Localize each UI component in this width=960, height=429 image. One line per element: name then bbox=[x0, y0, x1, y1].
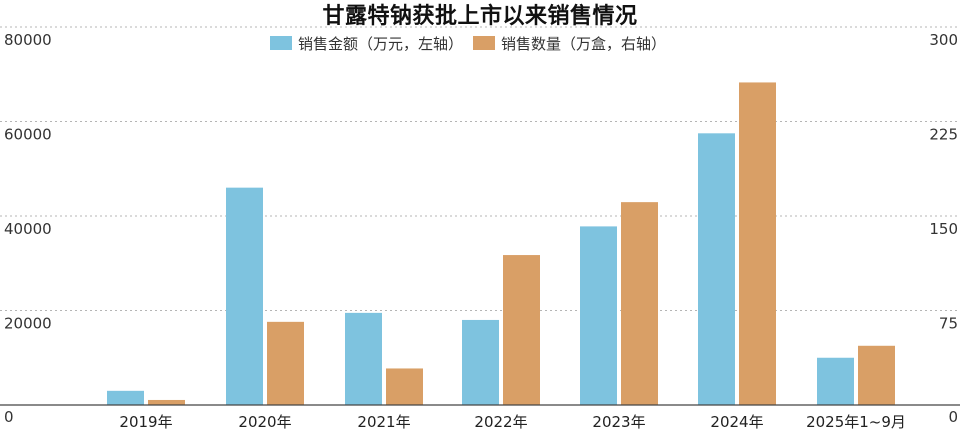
bar-sales-quantity bbox=[148, 399, 185, 405]
bar-sales-amount bbox=[817, 357, 854, 405]
x-axis-tick-label: 2023年 bbox=[592, 413, 645, 429]
x-axis-tick-label: 2025年1~9月 bbox=[806, 413, 906, 429]
legend-label-amount: 销售金额（万元，左轴） bbox=[298, 34, 464, 53]
x-axis-tick-label: 2020年 bbox=[238, 413, 291, 429]
chart-title: 甘露特钠获批上市以来销售情况 bbox=[322, 4, 638, 29]
legend-label-quantity: 销售数量（万盒，右轴） bbox=[501, 34, 667, 53]
bar-sales-amount bbox=[580, 226, 617, 405]
x-axis-tick-label: 2019年 bbox=[119, 413, 172, 429]
legend-swatch-quantity bbox=[473, 36, 496, 50]
bar-sales-amount bbox=[345, 312, 382, 405]
axes: 0 20000 40000 60000 80000 0 75 150 225 300 2019年 20… bbox=[0, 31, 960, 429]
left-axis-tick-label: 0 bbox=[4, 408, 14, 426]
bar-sales-amount bbox=[462, 319, 499, 405]
legend-item-amount: 销售金额（万元，左轴） bbox=[270, 33, 463, 54]
bar-sales-quantity bbox=[386, 368, 423, 405]
bar-sales-quantity bbox=[739, 82, 776, 405]
bar-sales-quantity bbox=[267, 321, 304, 405]
legend: 销售金额（万元，左轴） 销售数量（万盒，右轴） bbox=[270, 32, 666, 54]
legend-swatch-amount bbox=[270, 36, 292, 50]
right-axis-tick-label: 225 bbox=[929, 126, 958, 144]
x-axis-tick-label: 2021年 bbox=[357, 413, 410, 429]
bar-sales-amount bbox=[698, 133, 735, 405]
legend-item-quantity: 销售数量（万盒，右轴） bbox=[473, 33, 666, 54]
bar-sales-quantity bbox=[858, 345, 895, 405]
left-axis-tick-label: 80000 bbox=[4, 31, 52, 49]
grid-lines bbox=[0, 26, 960, 311]
bar-sales-quantity bbox=[621, 202, 658, 405]
right-axis-tick-label: 150 bbox=[929, 220, 958, 238]
left-axis-tick-label: 40000 bbox=[4, 220, 52, 238]
bars bbox=[107, 82, 895, 405]
right-axis-tick-label: 75 bbox=[939, 315, 958, 333]
bar-sales-amount bbox=[226, 187, 263, 405]
bar-sales-quantity bbox=[503, 255, 540, 405]
left-axis-tick-label: 20000 bbox=[4, 315, 52, 333]
bar-sales-amount bbox=[107, 390, 144, 405]
x-axis-tick-label: 2022年 bbox=[474, 413, 527, 429]
x-axis-tick-label: 2024年 bbox=[710, 413, 763, 429]
left-axis-tick-label: 60000 bbox=[4, 126, 52, 144]
right-axis-tick-label: 300 bbox=[929, 31, 958, 49]
right-axis-tick-label: 0 bbox=[948, 408, 958, 426]
